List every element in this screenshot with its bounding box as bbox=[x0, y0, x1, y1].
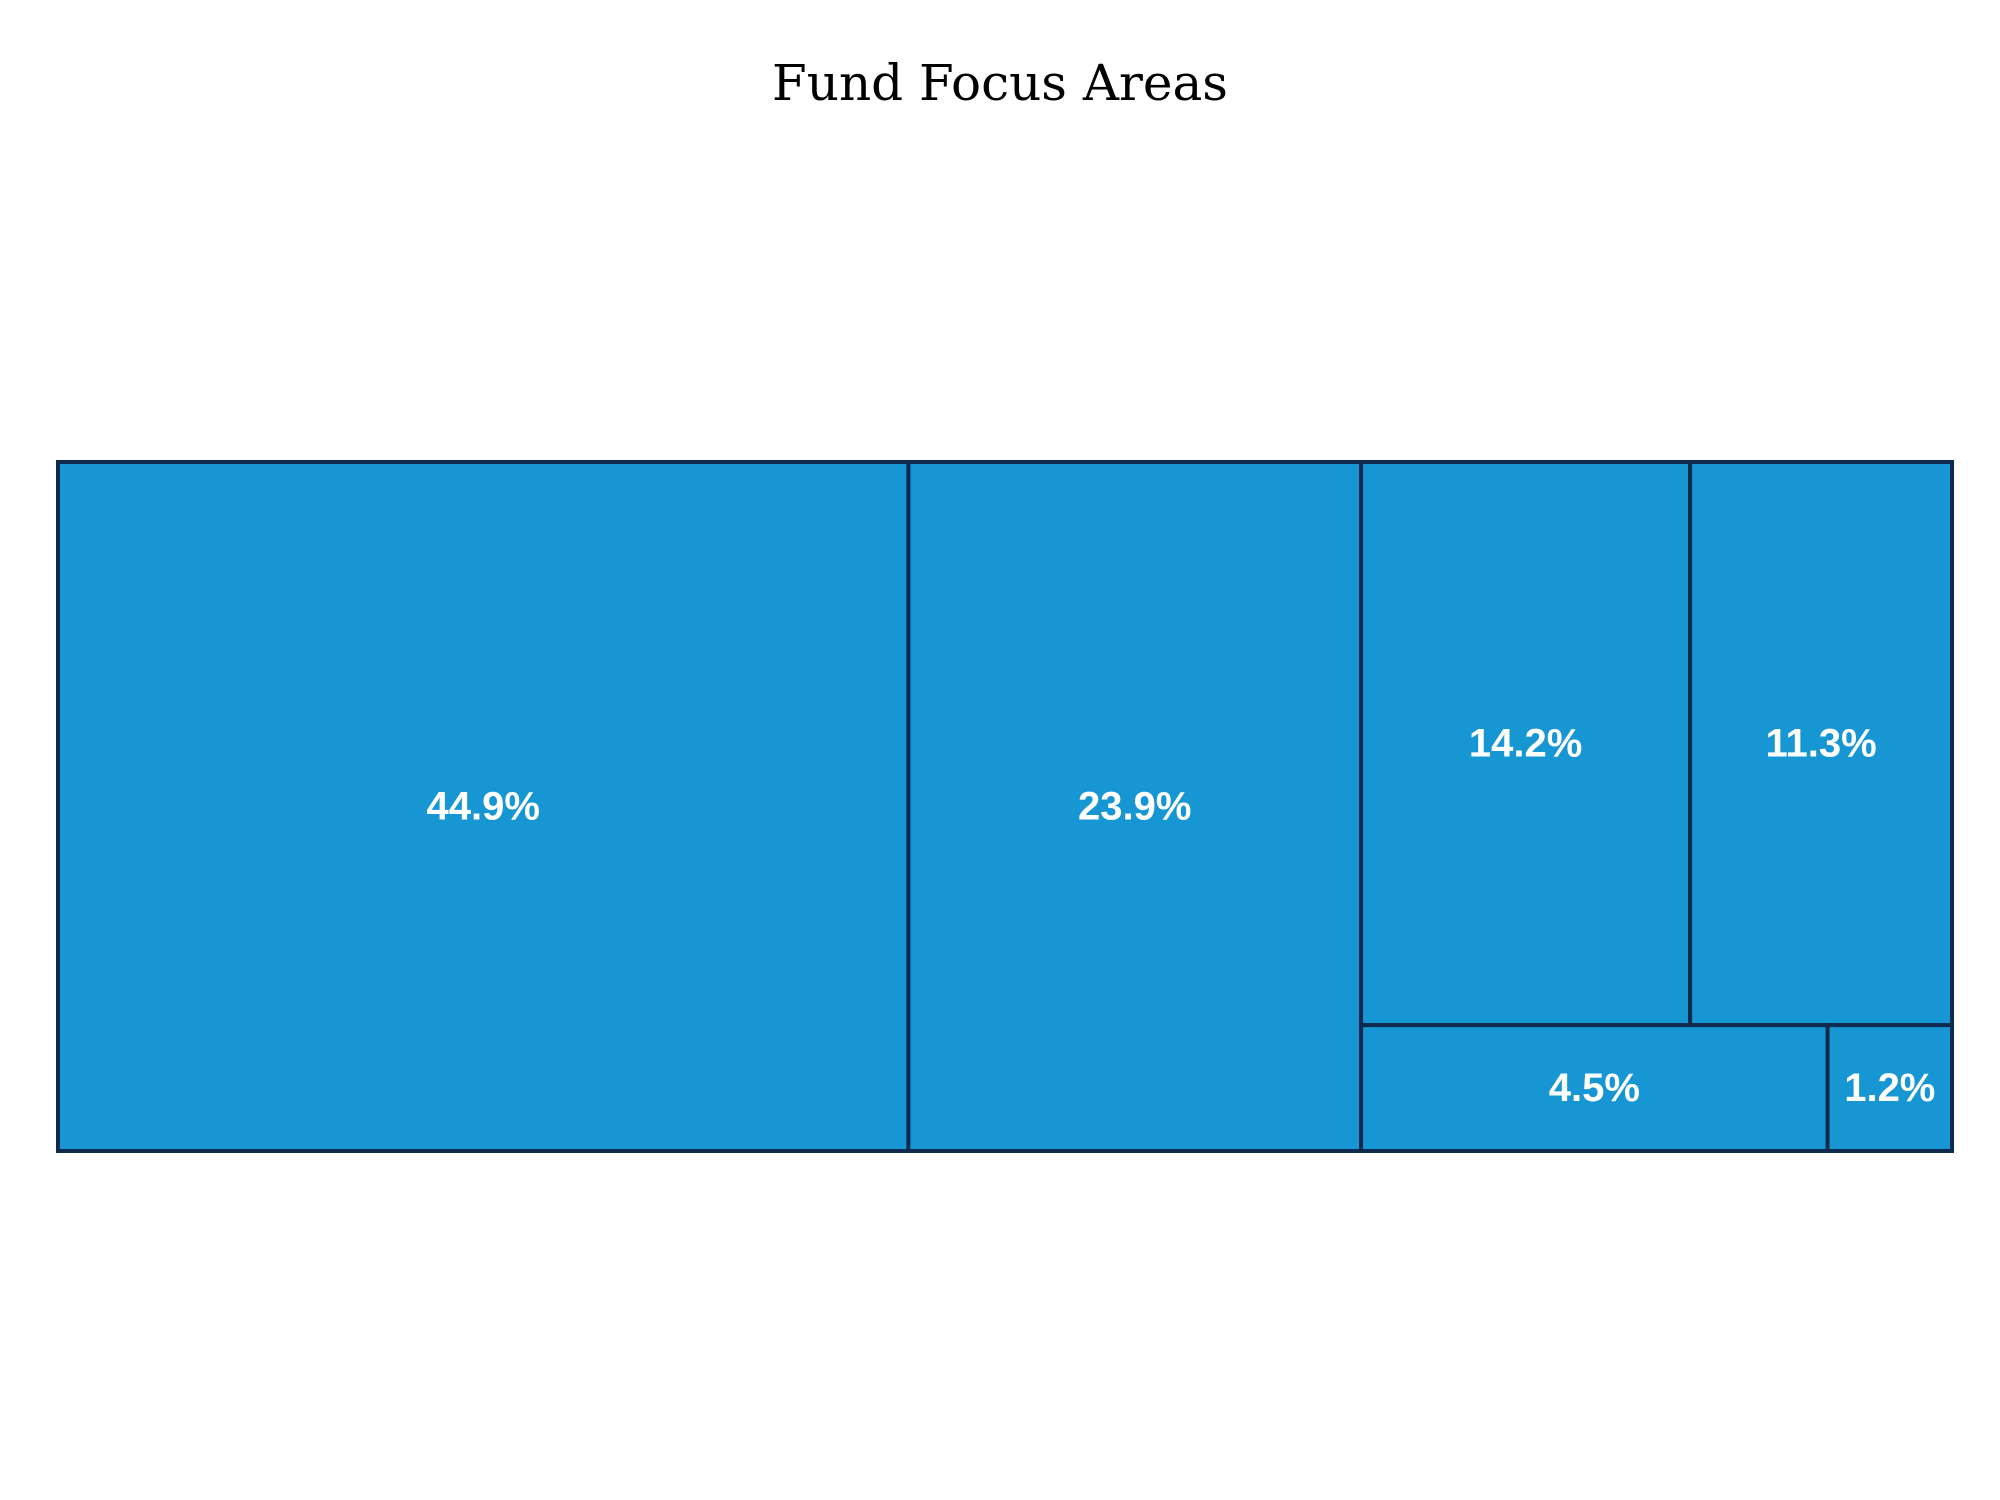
treemap-cell-label: 14.2% bbox=[1469, 722, 1582, 766]
treemap-cell: 4.5% bbox=[1359, 1023, 1830, 1153]
treemap-cell: 23.9% bbox=[906, 460, 1364, 1153]
treemap-cell-label: 44.9% bbox=[426, 785, 539, 829]
treemap-rect bbox=[906, 460, 1364, 1153]
treemap-cell: 11.3% bbox=[1688, 460, 1955, 1028]
treemap-cell: 1.2% bbox=[1825, 1023, 1955, 1153]
treemap-rect bbox=[56, 460, 911, 1153]
treemap-rect bbox=[1688, 460, 1955, 1028]
treemap-cell-label: 11.3% bbox=[1765, 722, 1876, 766]
treemap-rect bbox=[1359, 460, 1693, 1028]
treemap-rect bbox=[1825, 1023, 1955, 1153]
treemap-cell: 14.2% bbox=[1359, 460, 1693, 1028]
chart-title: Fund Focus Areas bbox=[772, 54, 1228, 112]
treemap-cell-label: 4.5% bbox=[1549, 1066, 1640, 1110]
treemap-cell-label: 1.2% bbox=[1844, 1066, 1935, 1110]
treemap-cell: 44.9% bbox=[56, 460, 911, 1153]
treemap-rect bbox=[1359, 1023, 1830, 1153]
treemap-cell-label: 23.9% bbox=[1078, 785, 1191, 829]
